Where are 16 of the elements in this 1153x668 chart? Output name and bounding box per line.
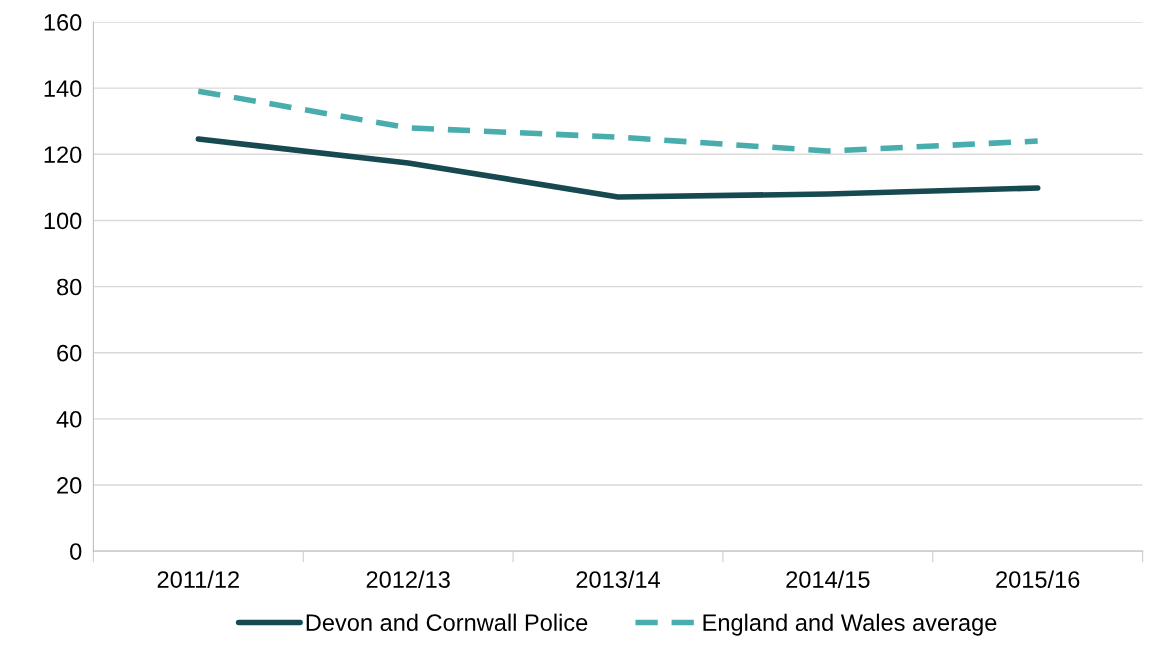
x-tick-label: 2013/14	[576, 570, 660, 588]
y-tick-label: 60	[57, 344, 82, 362]
legend-label: Devon and Cornwall Police	[306, 613, 588, 631]
x-tick-label: 2015/16	[996, 570, 1080, 588]
y-tick-label: 20	[57, 477, 82, 494]
y-tick-label: 160	[44, 14, 82, 31]
y-tick-label: 40	[56, 410, 82, 428]
y-tick-label: 140	[44, 80, 82, 97]
y-tick-label: 100	[44, 212, 82, 230]
legend-label: England and Wales average	[703, 613, 997, 636]
x-tick-label: 2014/15	[786, 570, 870, 588]
x-tick-label: 2011/12	[157, 570, 239, 588]
x-tick-label: 2012/13	[366, 570, 450, 588]
y-tick-label: 0	[70, 543, 82, 560]
y-tick-label: 120	[44, 146, 82, 164]
y-tick-label: 80	[57, 278, 82, 296]
